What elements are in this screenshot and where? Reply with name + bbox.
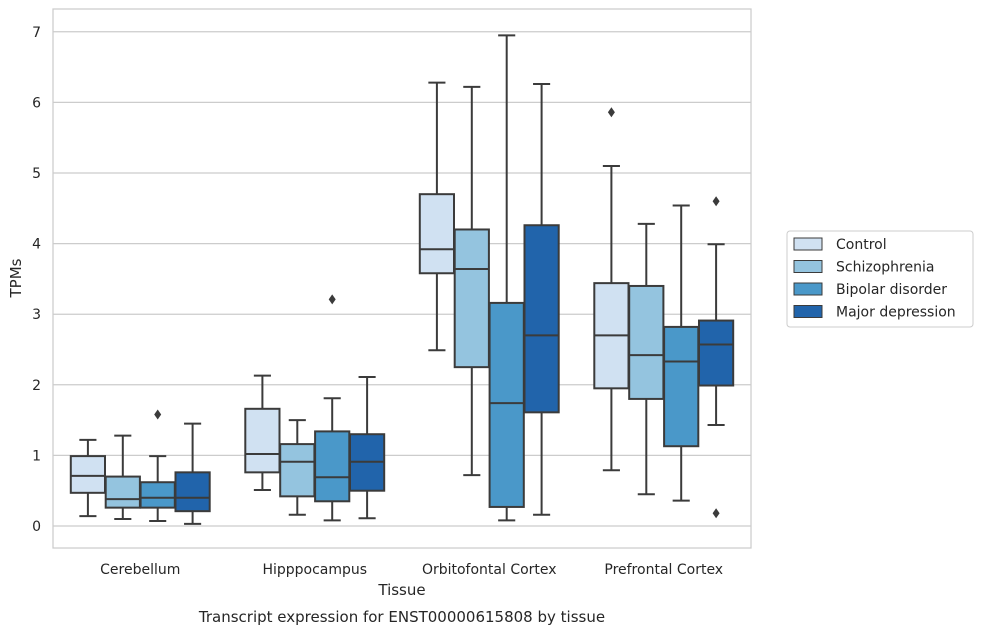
box-iqr bbox=[488, 301, 525, 508]
legend: Control Schizophrenia Bipolar disorder Majo… bbox=[786, 230, 974, 328]
y-tick-label: 2 bbox=[32, 378, 41, 394]
outlier-point bbox=[712, 508, 720, 519]
box-major-depression bbox=[697, 196, 735, 519]
chart-caption: Transcript expression for ENST0000061580… bbox=[198, 608, 605, 626]
outlier-point bbox=[328, 294, 336, 305]
x-tick-label: Cerebellum bbox=[100, 562, 180, 578]
legend-label: Bipolar disorder bbox=[836, 282, 947, 298]
box-bipolar-disorder bbox=[314, 294, 351, 522]
y-tick-label: 6 bbox=[32, 95, 41, 111]
box-major-depression bbox=[174, 422, 211, 525]
box-iqr bbox=[523, 224, 560, 414]
y-gridlines bbox=[53, 31, 751, 527]
legend-swatch bbox=[793, 282, 823, 296]
box-major-depression bbox=[348, 376, 386, 520]
box-iqr bbox=[104, 475, 141, 509]
box-iqr bbox=[69, 455, 107, 494]
y-tick-label: 4 bbox=[32, 237, 41, 253]
box-iqr bbox=[314, 430, 351, 503]
box-iqr bbox=[174, 471, 211, 513]
box-control bbox=[418, 81, 456, 352]
y-tick-label: 5 bbox=[32, 166, 41, 182]
box-iqr bbox=[453, 228, 490, 369]
box-schizophrenia bbox=[453, 85, 490, 477]
legend-label: Major depression bbox=[836, 305, 956, 321]
box-iqr bbox=[697, 319, 735, 387]
outlier-point bbox=[712, 196, 720, 207]
y-tick-labels: 0 1 2 3 4 5 6 7 bbox=[32, 25, 41, 535]
legend-label: Control bbox=[836, 237, 887, 253]
box-iqr bbox=[628, 284, 665, 400]
x-tick-label: Orbitofontal Cortex bbox=[422, 562, 557, 578]
box-groups bbox=[69, 34, 735, 525]
x-tick-label: Hipppocampus bbox=[262, 562, 367, 578]
outlier-point bbox=[154, 409, 162, 420]
plot-frame bbox=[52, 8, 752, 549]
outlier-point bbox=[607, 107, 615, 118]
box-control bbox=[244, 374, 281, 491]
box-iqr bbox=[279, 443, 316, 498]
y-tick-label: 0 bbox=[32, 519, 41, 535]
x-tick-labels: Cerebellum Hipppocampus Orbitofontal Corte… bbox=[100, 562, 723, 578]
box-major-depression bbox=[523, 83, 560, 516]
legend-swatch bbox=[793, 305, 823, 318]
box-control bbox=[69, 438, 107, 518]
legend-swatch bbox=[793, 260, 823, 273]
box-schizophrenia bbox=[279, 419, 316, 516]
legend-swatch bbox=[793, 237, 823, 251]
box-iqr bbox=[139, 481, 176, 509]
box-schizophrenia bbox=[628, 222, 665, 496]
box-bipolar-disorder bbox=[663, 204, 700, 502]
box-control bbox=[593, 107, 630, 472]
y-tick-label: 1 bbox=[32, 448, 41, 464]
y-tick-label: 7 bbox=[32, 25, 41, 41]
legend-frame bbox=[786, 230, 974, 328]
box-bipolar-disorder bbox=[488, 34, 525, 522]
legend-label: Schizophrenia bbox=[836, 260, 934, 276]
box-iqr bbox=[663, 325, 700, 448]
x-axis-label: Tissue bbox=[377, 581, 425, 599]
box-iqr bbox=[418, 193, 456, 275]
y-axis-label: TPMs bbox=[7, 258, 25, 298]
y-tick-label: 3 bbox=[32, 307, 41, 323]
x-tick-label: Prefrontal Cortex bbox=[604, 562, 723, 578]
box-iqr bbox=[244, 407, 281, 474]
